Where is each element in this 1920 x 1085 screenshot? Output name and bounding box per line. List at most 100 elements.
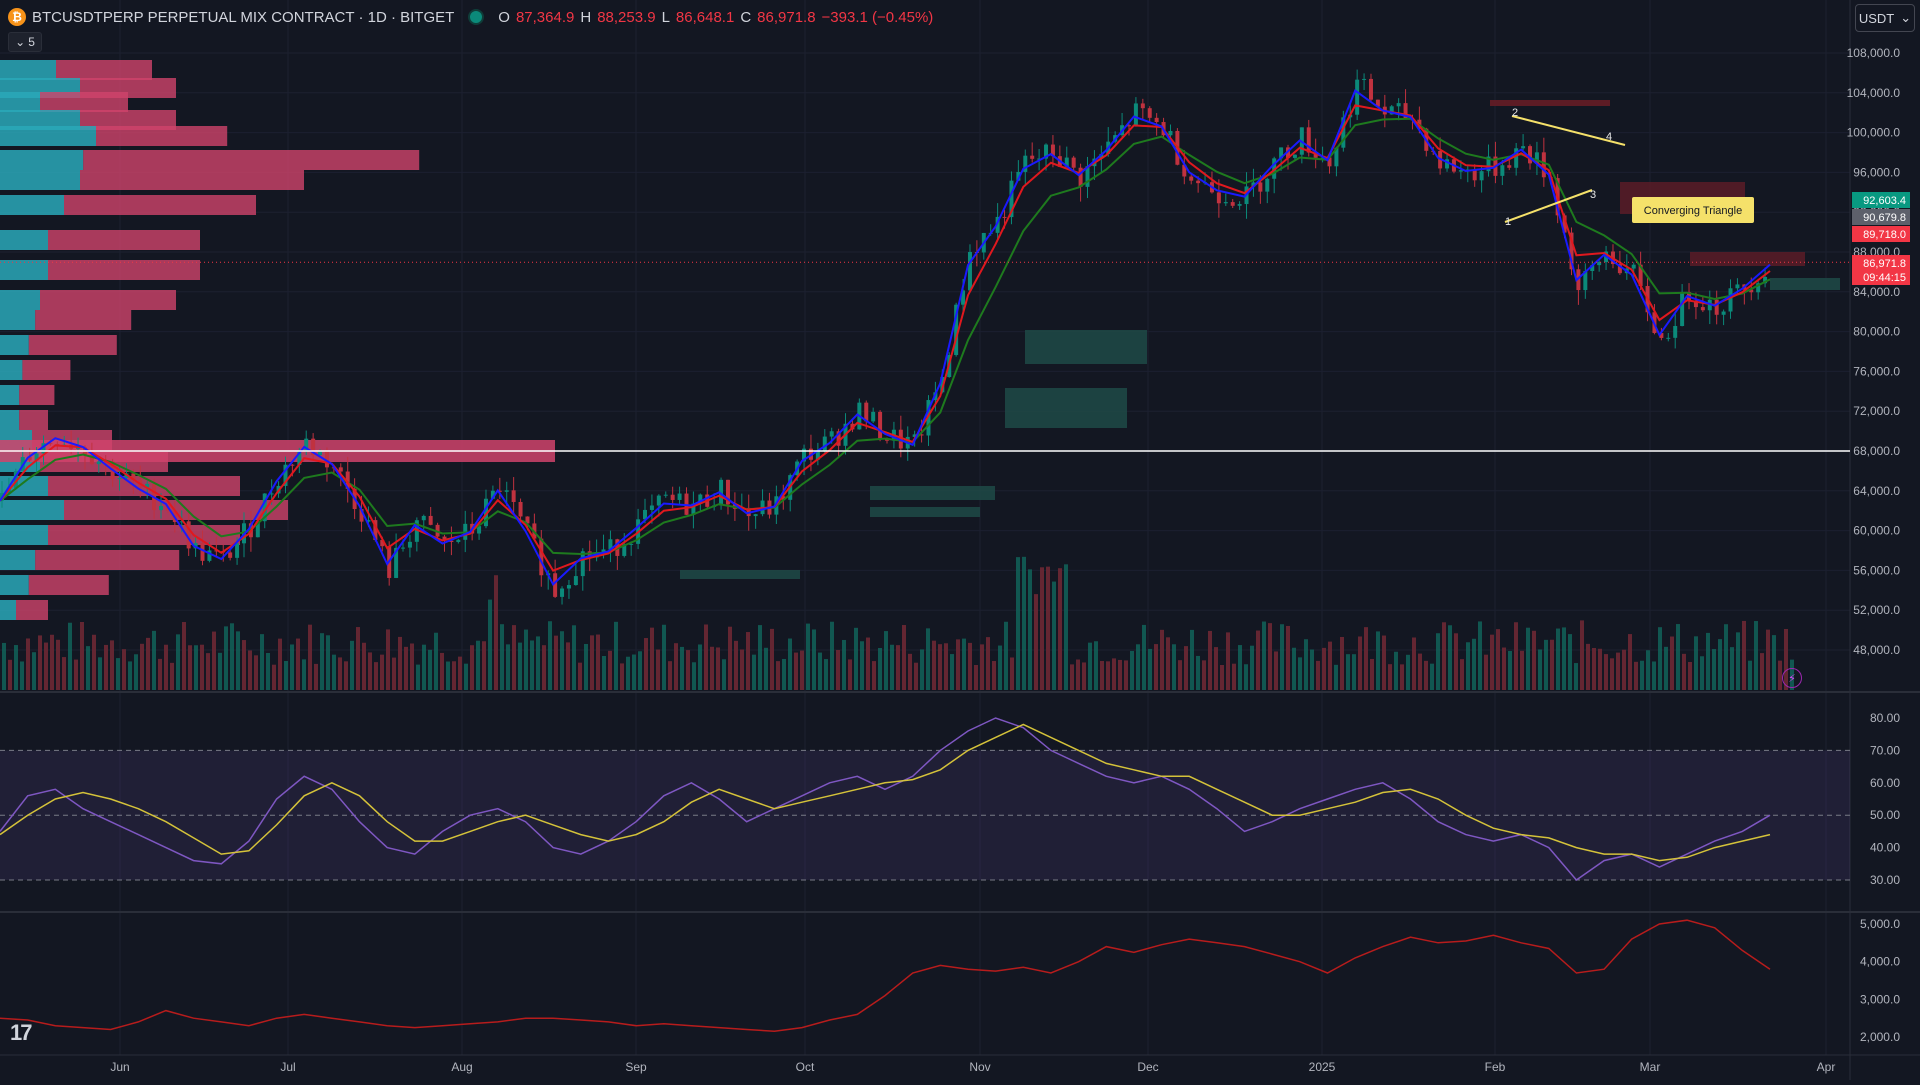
volume-bar [440,652,444,690]
volume-profile-sell-bar [64,500,288,520]
volume-bar [122,649,126,690]
volume-profile-sell-bar [16,600,48,620]
candle-body [373,520,378,541]
candle-body [235,543,240,558]
volume-profile-buy-bar [0,310,36,330]
rsi-band [0,750,1850,880]
volume-bar [362,642,366,690]
volume-bar [992,661,996,690]
volume-profile-buy-bar [0,170,80,190]
tradingview-logo-icon[interactable]: 17 [10,1020,33,1045]
volume-bar [1172,644,1176,690]
candle-body [1680,292,1685,327]
volume-bar [626,656,630,690]
candle-body [1541,152,1546,178]
volume-profile-sell-bar [48,260,200,280]
volume-bar [1484,654,1488,690]
volume-bar [656,649,660,690]
candle-body [483,498,488,527]
candle-body [926,400,931,436]
volume-bar [1100,660,1104,690]
volume-bar [1562,627,1566,690]
candle-body [629,543,634,545]
volume-profile-sell-bar [35,310,132,330]
candle-body [1306,127,1311,153]
volume-bar [734,640,738,690]
candle-body [1044,144,1049,159]
volume-bar [1214,647,1218,690]
candle-body [1037,158,1042,160]
candle-body [1673,326,1678,338]
volume-bar [512,625,516,690]
volume-bar [698,644,702,690]
candle-body [815,450,820,460]
time-tick-label: Nov [969,1060,990,1074]
volume-profile-buy-bar [0,600,16,620]
volume-bar [1052,581,1056,690]
candle-body [228,552,233,558]
volume-bar [530,640,534,690]
volume-bar [1340,636,1344,690]
candle-body [1133,103,1138,127]
price-badge-label: 09:44:15 [1863,272,1906,284]
volume-bar [1358,636,1362,690]
low-label: L [661,8,670,26]
candle-body [359,509,364,522]
volume-bar [1574,663,1578,690]
volume-bar [1532,630,1536,690]
volume-bar [20,661,24,690]
volume-bar [1556,628,1560,690]
volume-bar [218,652,222,690]
volume-profile-sell-bar [64,195,256,215]
volume-bar [1094,641,1098,690]
currency-select[interactable]: USDT ⌄ [1855,4,1915,32]
price-tick-label: 48,000.0 [1853,643,1900,657]
volume-bar [1442,622,1446,690]
volume-profile-buy-bar [0,290,40,310]
volume-bar [1328,641,1332,690]
volume-bar [692,662,696,690]
candle-body [1534,152,1539,164]
candle-body [1728,288,1733,312]
volume-profile-sell-bar [40,290,176,310]
volume-bar [248,650,252,690]
volume-bar [68,622,72,690]
lower-pane-line [0,919,1771,1033]
volume-profile-buy-bar [0,110,80,130]
volume-bar [314,663,318,690]
volume-bar [296,638,300,690]
volume-bar [914,662,918,690]
volume-bar [818,652,822,690]
volume-bar [1334,664,1338,690]
candle-body [297,451,302,465]
candle-body [1445,159,1450,169]
candle-body [1389,106,1394,115]
candle-body [725,479,730,505]
indicators-collapse-button[interactable]: ⌄ 5 [8,32,42,52]
rsi-ma-line [0,723,1771,862]
candle-body [449,540,454,542]
volume-bar [284,660,288,690]
candle-body [290,464,295,466]
volume-bar [98,657,102,690]
candle-body [159,505,164,511]
volume-bar [254,655,258,690]
volume-bar [1058,568,1062,690]
candle-body [1714,299,1719,315]
volume-bar [1088,642,1092,690]
volume-bar [1598,648,1602,690]
volume-bar [836,649,840,690]
candle-body [1576,269,1581,291]
lower-pane-tick-label: 5,000.0 [1860,917,1900,931]
candle-body [698,494,703,504]
candle-body [622,544,627,556]
candle-body [380,540,385,547]
symbol-title[interactable]: BTCUSDTPERP PERPETUAL MIX CONTRACT · 1D … [32,8,455,26]
volume-bar [788,638,792,690]
volume-bar [998,645,1002,690]
volume-bar [86,646,90,690]
lightning-icon[interactable]: ⚡ [1782,668,1802,688]
candle-body [1569,232,1574,270]
